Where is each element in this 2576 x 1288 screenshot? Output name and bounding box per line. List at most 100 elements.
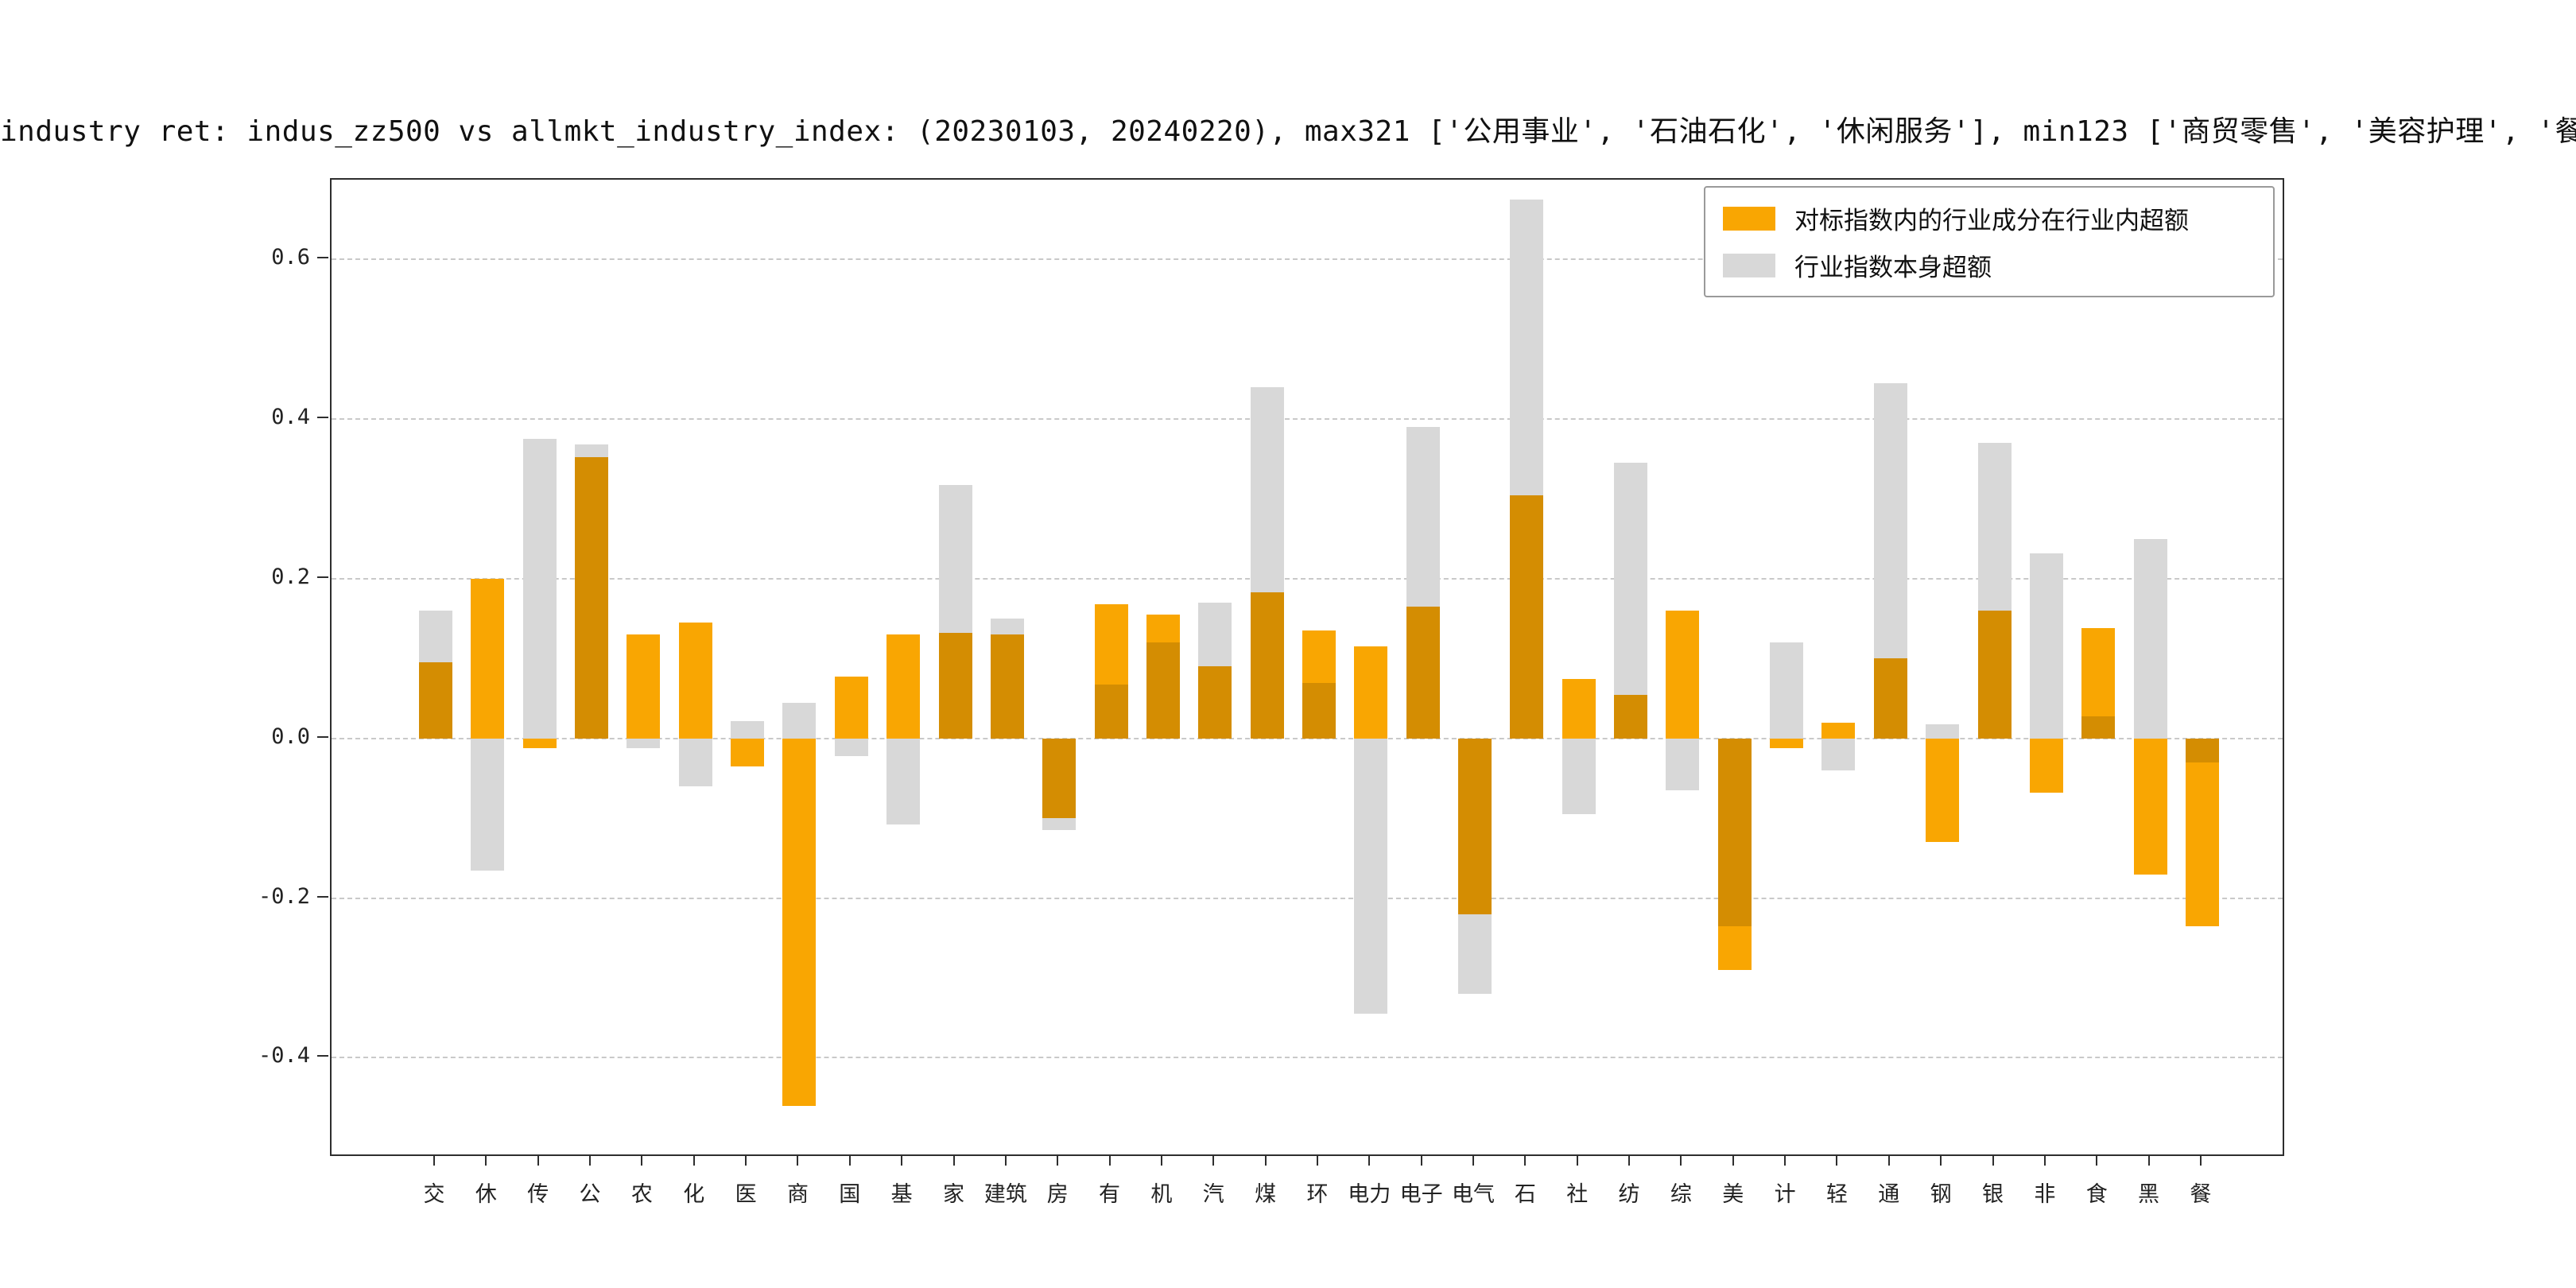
x-tick-label-农: 农 — [630, 1182, 653, 1207]
bar-overlap-环 — [1302, 682, 1336, 739]
y-tick-label: 0.4 — [271, 405, 310, 430]
bar-orange-农 — [627, 634, 661, 739]
legend-item-component-excess: 对标指数内的行业成分在行业内超额 — [1723, 200, 2256, 236]
x-tick-label-汽: 汽 — [1202, 1182, 1224, 1207]
bar-overlap-家 — [938, 633, 972, 739]
x-tick-mark — [1004, 1156, 1007, 1166]
x-tick-label-非: 非 — [2034, 1182, 2056, 1207]
bar-gray-非 — [2029, 553, 2063, 739]
bar-gray-银 — [1977, 443, 2012, 611]
x-tick-mark — [1680, 1156, 1682, 1166]
bar-gray-钢 — [1926, 724, 1960, 739]
x-tick-mark — [1732, 1156, 1734, 1166]
x-tick-mark — [1212, 1156, 1215, 1166]
x-tick-mark — [2043, 1156, 2046, 1166]
x-tick-label-建筑: 建筑 — [983, 1182, 1027, 1207]
x-tick-label-轻: 轻 — [1825, 1182, 1848, 1207]
bar-gray-电力 — [1354, 738, 1388, 1014]
x-tick-mark — [797, 1156, 799, 1166]
x-tick-label-综: 综 — [1670, 1182, 1692, 1207]
x-tick-mark — [641, 1156, 643, 1166]
y-tick-label: 0.0 — [271, 724, 310, 749]
x-tick-mark — [2147, 1156, 2150, 1166]
y-tick-mark — [317, 1055, 328, 1057]
bar-gray-计 — [1770, 642, 1804, 739]
bar-orange-医 — [731, 738, 765, 766]
x-tick-mark — [901, 1156, 903, 1166]
bar-gray-国 — [834, 738, 868, 756]
bar-orange-基 — [886, 634, 921, 739]
x-tick-label-电力: 电力 — [1348, 1182, 1391, 1207]
gridline — [332, 578, 2283, 580]
x-tick-label-休: 休 — [475, 1182, 497, 1207]
bar-orange-轻 — [1821, 722, 1856, 739]
x-tick-label-机: 机 — [1150, 1182, 1173, 1207]
bar-gray-轻 — [1821, 738, 1856, 770]
bar-gray-公 — [575, 444, 609, 458]
bar-gray-纺 — [1614, 463, 1648, 695]
y-tick-label: 0.6 — [271, 245, 310, 270]
y-tick-label: -0.2 — [258, 883, 310, 909]
gridline — [332, 737, 2283, 739]
bar-overlap-通 — [1873, 658, 1907, 739]
x-tick-label-黑: 黑 — [2138, 1182, 2160, 1207]
bar-orange-化 — [678, 623, 712, 739]
x-tick-label-煤: 煤 — [1255, 1182, 1277, 1207]
bar-gray-休 — [471, 738, 505, 871]
bar-overlap-机 — [1146, 642, 1180, 739]
x-tick-mark — [1264, 1156, 1267, 1166]
bar-orange-传 — [522, 738, 557, 748]
x-tick-label-国: 国 — [839, 1182, 861, 1207]
bar-overlap-汽 — [1198, 666, 1232, 739]
x-tick-label-电子: 电子 — [1399, 1182, 1443, 1207]
x-tick-label-纺: 纺 — [1618, 1182, 1640, 1207]
bar-gray-基 — [886, 738, 921, 825]
bar-gray-汽 — [1198, 603, 1232, 667]
bar-overlap-有 — [1094, 684, 1128, 739]
x-tick-label-餐: 餐 — [2190, 1182, 2212, 1207]
bar-overlap-煤 — [1250, 592, 1284, 739]
bar-overlap-美 — [1717, 738, 1752, 926]
x-tick-mark — [1524, 1156, 1527, 1166]
x-tick-label-家: 家 — [943, 1182, 964, 1207]
bar-orange-美 — [1717, 925, 1752, 971]
x-tick-label-交: 交 — [423, 1182, 445, 1207]
bar-gray-社 — [1562, 738, 1596, 815]
bar-gray-化 — [678, 738, 712, 787]
x-tick-label-计: 计 — [1774, 1182, 1796, 1207]
y-tick-label: 0.2 — [271, 564, 310, 590]
x-tick-label-社: 社 — [1566, 1182, 1589, 1207]
x-tick-label-环: 环 — [1306, 1182, 1329, 1207]
legend-swatch-orange — [1723, 206, 1775, 231]
x-tick-mark — [848, 1156, 851, 1166]
bar-overlap-纺 — [1614, 694, 1648, 739]
x-tick-mark — [1836, 1156, 1838, 1166]
bar-gray-商 — [782, 702, 817, 739]
bar-gray-黑 — [2133, 538, 2167, 739]
bar-gray-电气 — [1458, 914, 1492, 995]
bar-orange-电力 — [1354, 646, 1388, 739]
x-tick-label-传: 传 — [527, 1182, 549, 1207]
x-tick-mark — [537, 1156, 539, 1166]
bar-gray-医 — [731, 720, 765, 739]
x-tick-label-有: 有 — [1099, 1182, 1121, 1207]
bar-gray-农 — [627, 738, 661, 748]
x-tick-mark — [1472, 1156, 1474, 1166]
x-tick-mark — [1368, 1156, 1371, 1166]
legend-swatch-gray — [1723, 253, 1775, 277]
plot-area: 对标指数内的行业成分在行业内超额 行业指数本身超额 — [330, 178, 2284, 1156]
bar-overlap-房 — [1042, 738, 1077, 819]
x-tick-label-石: 石 — [1514, 1182, 1536, 1207]
x-tick-label-化: 化 — [683, 1182, 705, 1207]
bar-orange-商 — [782, 738, 817, 1106]
bar-orange-计 — [1770, 738, 1804, 748]
bar-gray-传 — [522, 439, 557, 739]
bar-gray-建筑 — [990, 619, 1024, 635]
bar-gray-交 — [419, 611, 452, 663]
x-tick-mark — [485, 1156, 487, 1166]
y-tick-mark — [317, 417, 328, 419]
x-tick-mark — [589, 1156, 592, 1166]
bar-overlap-石 — [1510, 495, 1544, 739]
bar-orange-环 — [1302, 630, 1336, 683]
x-tick-mark — [1576, 1156, 1578, 1166]
